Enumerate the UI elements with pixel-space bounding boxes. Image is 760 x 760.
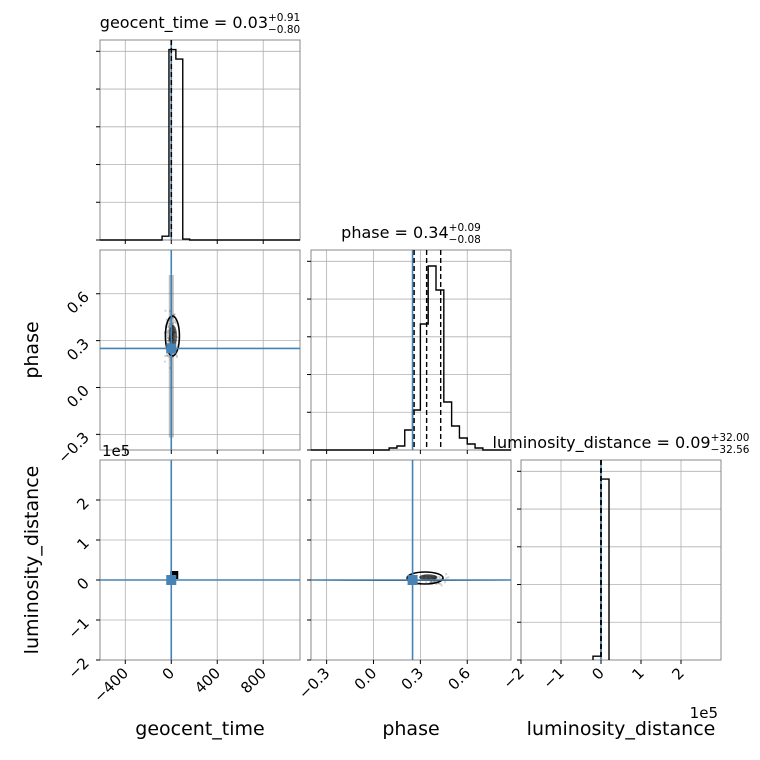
sample-point xyxy=(445,573,448,576)
y-tick-label: 0.6 xyxy=(63,288,93,318)
sample-point xyxy=(163,360,167,363)
x-tick-label: −2 xyxy=(499,664,527,692)
histogram-step xyxy=(311,265,511,451)
histogram-step xyxy=(100,48,300,241)
title-minus: −0.08 xyxy=(449,234,481,246)
x-offset-label: 1e5 xyxy=(690,704,718,722)
density-core xyxy=(419,574,438,581)
diagonal-panel-phase: phase = 0.34+0.09 −0.08 xyxy=(307,222,512,454)
sample-point xyxy=(447,576,450,579)
sample-point xyxy=(167,355,170,358)
scatter-panel-geocent_time-vs-phase xyxy=(96,249,301,454)
x-tick-label: 0.0 xyxy=(351,664,381,694)
y-axis-label: phase xyxy=(21,321,43,378)
panel-title: geocent_time = 0.03+0.91 −0.80 xyxy=(100,12,300,36)
y-axis-label: luminosity_distance xyxy=(21,466,43,655)
title-plus: +32.00 xyxy=(711,432,750,444)
y-tick-label: −1 xyxy=(64,614,92,642)
diagonal-panel-geocent_time: geocent_time = 0.03+0.91 −0.80 xyxy=(96,12,301,244)
sample-point xyxy=(166,336,170,339)
sample-point xyxy=(445,577,448,580)
sample-point xyxy=(167,336,170,339)
injection-marker xyxy=(166,343,177,354)
x-axis-label: geocent_time xyxy=(135,718,264,740)
panel-content xyxy=(311,460,511,660)
y-tick-label: 0 xyxy=(73,574,92,593)
sample-point xyxy=(167,339,170,343)
panel-title: luminosity_distance = 0.09+32.00 −32.56 xyxy=(493,432,750,456)
sample-point xyxy=(440,584,443,587)
sample-point xyxy=(429,581,432,584)
scatter-panel-phase-vs-luminosity_distance xyxy=(307,459,512,664)
sample-point xyxy=(173,321,176,324)
title-median: geocent_time = 0.03 xyxy=(100,13,268,33)
y-tick-label: 0.3 xyxy=(63,335,93,365)
y-tick-label: −2 xyxy=(64,654,92,682)
x-tick-label: 400 xyxy=(191,664,224,697)
injection-marker xyxy=(407,575,418,585)
y-offset-label: 1e5 xyxy=(102,442,130,460)
sample-point xyxy=(166,331,170,334)
x-tick-label: 800 xyxy=(237,664,270,697)
x-tick-label: 1 xyxy=(628,664,647,683)
sample-point xyxy=(173,313,176,316)
title-median: phase = 0.34 xyxy=(341,223,448,242)
sample-point xyxy=(175,354,179,357)
x-tick-label: −1 xyxy=(539,664,567,692)
title-plus: +0.91 xyxy=(268,12,300,24)
sample-point xyxy=(443,581,447,584)
axes-frame xyxy=(520,459,722,661)
x-axis-label: luminosity_distance xyxy=(527,718,716,740)
axes-frame xyxy=(99,39,301,241)
title-median: luminosity_distance = 0.09 xyxy=(493,433,711,453)
sample-point xyxy=(166,333,169,336)
x-tick-label: 2 xyxy=(668,664,687,683)
sample-point xyxy=(175,355,178,359)
title-minus: −0.80 xyxy=(268,24,300,36)
panel-title: phase = 0.34+0.09 −0.08 xyxy=(341,222,481,246)
sample-point xyxy=(165,354,169,357)
sample-point xyxy=(425,581,428,584)
panel-content xyxy=(100,250,300,450)
sample-point xyxy=(164,309,167,312)
x-tick-label: 0 xyxy=(588,664,607,683)
sample-point xyxy=(167,339,170,342)
sample-point xyxy=(164,354,167,358)
title-minus: −32.56 xyxy=(711,444,750,456)
sample-point xyxy=(165,318,168,321)
sample-point xyxy=(168,323,171,326)
x-tick-label: 0.3 xyxy=(398,664,428,694)
y-tick-label: 0.0 xyxy=(63,382,93,412)
injection-marker xyxy=(166,575,177,585)
sample-point xyxy=(171,322,174,325)
sample-point xyxy=(166,354,169,357)
axes-frame xyxy=(310,249,512,451)
x-tick-label: −0.3 xyxy=(295,664,333,702)
sample-point xyxy=(439,582,442,585)
sample-point xyxy=(166,329,170,332)
axes-frame xyxy=(99,459,301,661)
x-tick-label: −400 xyxy=(90,664,132,706)
title-plus: +0.09 xyxy=(449,222,481,234)
sample-point xyxy=(438,575,441,579)
axes-frame xyxy=(99,249,301,451)
x-axis-label: phase xyxy=(382,718,439,740)
sample-point xyxy=(430,581,433,584)
contour xyxy=(406,571,444,585)
x-tick-label: 0 xyxy=(159,664,178,683)
sample-point xyxy=(433,580,436,583)
sample-point xyxy=(167,324,170,328)
sample-point xyxy=(173,313,176,316)
contour xyxy=(164,315,181,357)
axes-frame xyxy=(310,459,512,661)
x-tick-label: 0.6 xyxy=(444,664,474,694)
y-tick-label: −0.3 xyxy=(54,428,92,466)
panel-content xyxy=(100,460,300,660)
scatter-panel-geocent_time-vs-luminosity_distance xyxy=(96,459,301,664)
sample-point xyxy=(167,325,170,329)
diagonal-panel-luminosity_distance: luminosity_distance = 0.09+32.00 −32.56 xyxy=(493,432,750,664)
y-tick-label: 1 xyxy=(73,534,92,553)
y-tick-label: 2 xyxy=(73,494,92,513)
